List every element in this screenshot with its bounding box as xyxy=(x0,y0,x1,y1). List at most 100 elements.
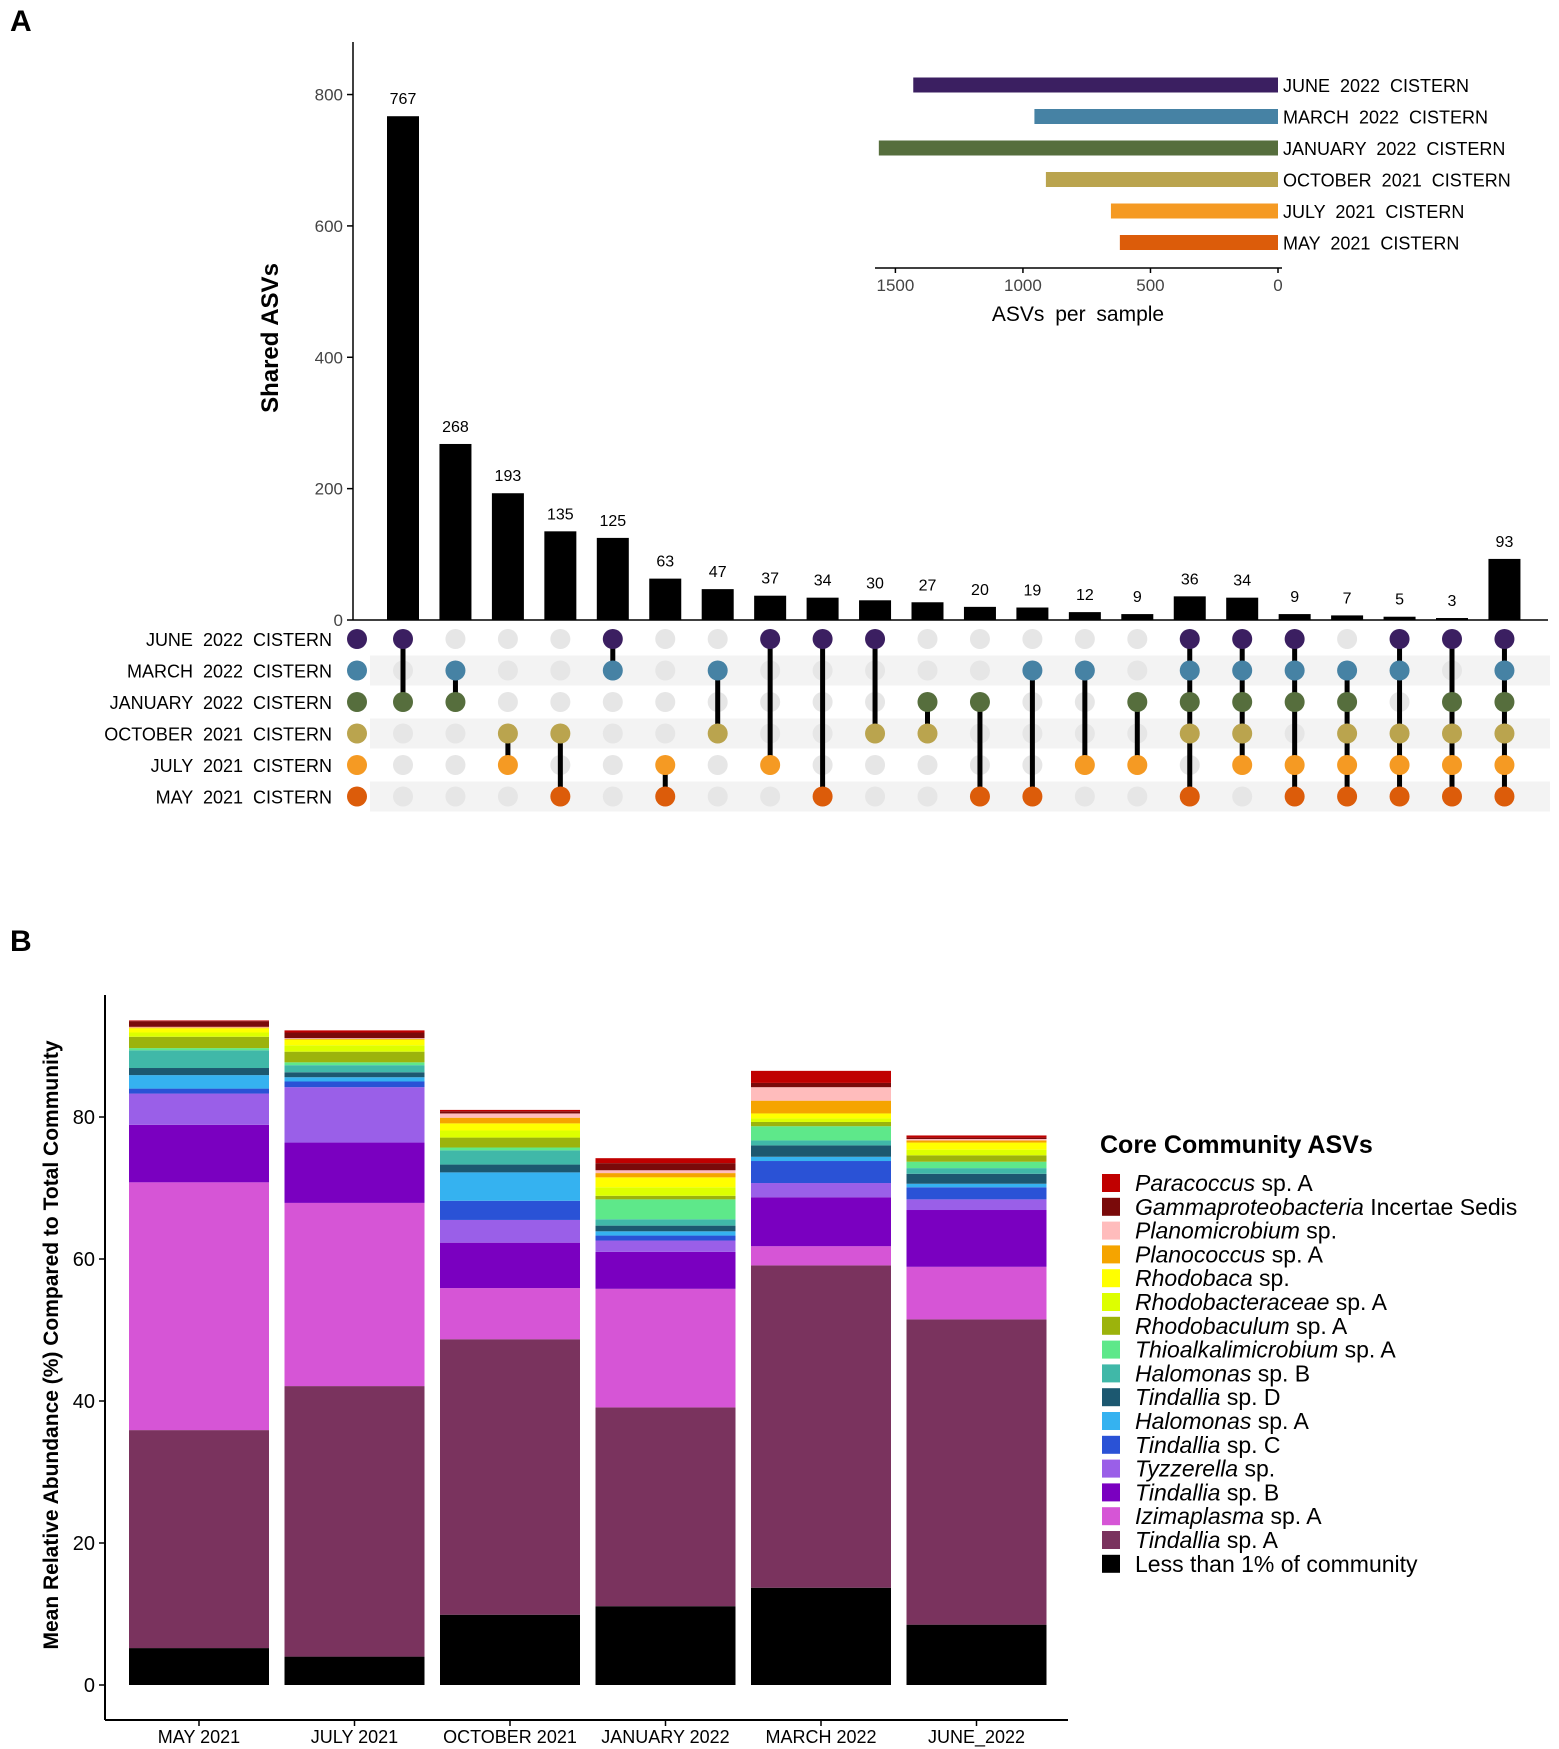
set-legend-dot-january-2022-cistern xyxy=(347,692,367,712)
matrix-dot-inactive-0-4 xyxy=(393,755,413,775)
stack-segment-october-2021-gammaproteobacteria-incertae-sedis xyxy=(440,1111,580,1114)
set-size-label-may-2021-cistern: MAY 2021 CISTERN xyxy=(1283,234,1459,254)
set-size-label-june-2022-cistern: JUNE 2022 CISTERN xyxy=(1283,76,1469,96)
stack-segment-may-2021-halomonas-sp-b xyxy=(129,1050,269,1069)
matrix-dot-active-21-january-2022-cistern xyxy=(1494,692,1515,712)
stack-segment-july-2021-halomonas-sp-a xyxy=(284,1077,425,1082)
matrix-dot-active-17-june-2022-cistern xyxy=(1284,629,1305,649)
set-size-label-july-2021-cistern: JULY 2021 CISTERN xyxy=(1283,202,1464,222)
set-size-bar-july-2021-cistern xyxy=(1110,203,1278,219)
legend-swatch-thioalkalimicrobium-sp-a xyxy=(1102,1340,1120,1359)
intersection-value-label-1: 268 xyxy=(442,419,469,436)
stack-segment-july-2021-less-than-1-of-community xyxy=(284,1656,425,1685)
stack-segment-october-2021-less-than-1-of-community xyxy=(440,1614,580,1685)
matrix-dot-active-19-may-2021-cistern xyxy=(1389,786,1410,807)
stack-segment-march-2022-tyzzerella-sp xyxy=(751,1183,891,1198)
stack-segment-june-2022-tindallia-sp-a xyxy=(906,1319,1047,1625)
set-size-x-tick-label-0: 0 xyxy=(1273,276,1282,295)
matrix-dot-inactive-14-1 xyxy=(1127,660,1148,681)
stack-segment-may-2021-rhodobaculum-sp-a xyxy=(129,1036,269,1049)
stack-segment-july-2021-tyzzerella-sp xyxy=(284,1087,425,1143)
stack-segment-may-2021-izimaplasma-sp-a xyxy=(129,1182,269,1431)
legend-title: Core Community ASVs xyxy=(1100,1131,1373,1159)
set-legend-dot-march-2022-cistern xyxy=(347,660,367,681)
legend-label-rhodobaca-sp: Rhodobaca sp. xyxy=(1135,1265,1290,1291)
matrix-stripe-march-2022-cistern xyxy=(370,655,1550,686)
stack-segment-june-2022-thioalkalimicrobium-sp-a xyxy=(906,1161,1047,1169)
stack-segment-march-2022-planomicrobium-sp xyxy=(751,1087,891,1101)
legend-label-rest-part: sp. A xyxy=(1251,1408,1309,1434)
intersection-bar-16 xyxy=(1226,597,1259,620)
stack-segment-march-2022-less-than-1-of-community xyxy=(751,1587,891,1685)
matrix-dot-active-15-june-2022-cistern xyxy=(1179,629,1200,649)
intersection-value-label-16: 34 xyxy=(1233,573,1251,590)
matrix-dot-active-1-march-2022-cistern xyxy=(445,660,466,681)
stack-segment-january-2022-planococcus-sp-a xyxy=(595,1173,736,1178)
matrix-dot-active-0-january-2022-cistern xyxy=(393,692,413,712)
stack-x-tick-label-may-2021: MAY 2021 xyxy=(158,1727,240,1747)
matrix-dot-inactive-6-4 xyxy=(707,755,728,775)
set-size-x-tick-label-1000: 1000 xyxy=(1004,276,1042,295)
stack-segment-october-2021-rhodobacteraceae-sp-a xyxy=(440,1130,580,1138)
matrix-dot-inactive-3-1 xyxy=(550,660,571,681)
intersection-value-label-10: 27 xyxy=(919,577,937,594)
stack-x-tick-label-july-2021: JULY 2021 xyxy=(311,1727,398,1747)
stack-segment-may-2021-tyzzerella-sp xyxy=(129,1093,269,1125)
upset-y-tick-label-200: 200 xyxy=(315,480,343,499)
stack-segment-january-2022-tindallia-sp-c xyxy=(595,1235,736,1241)
stack-segment-january-2022-tindallia-sp-d xyxy=(595,1225,736,1232)
legend-label-rest-part: sp. A xyxy=(1255,1170,1313,1196)
stack-segment-june-2022-rhodobaculum-sp-a xyxy=(906,1155,1047,1162)
legend-swatch-less-than-1-of-community xyxy=(1102,1554,1120,1573)
stack-segment-june-2022-rhodobaca-sp xyxy=(906,1142,1047,1150)
legend-label-paracoccus-sp-a: Paracoccus sp. A xyxy=(1135,1170,1313,1196)
set-legend-dot-july-2021-cistern xyxy=(347,755,367,775)
set-legend-dot-may-2021-cistern xyxy=(347,786,367,807)
intersection-bar-7 xyxy=(754,595,787,620)
intersection-value-label-5: 63 xyxy=(656,554,674,571)
matrix-dot-active-6-march-2022-cistern xyxy=(707,660,728,681)
set-label-may-2021-cistern: MAY 2021 CISTERN xyxy=(156,788,332,808)
set-size-bar-may-2021-cistern xyxy=(1119,235,1278,250)
stack-segment-june-2022-halomonas-sp-b xyxy=(906,1168,1047,1174)
stack-segment-june-2022-izimaplasma-sp-a xyxy=(906,1266,1047,1320)
legend-label-italic-part: Rhodobaca xyxy=(1135,1265,1253,1291)
matrix-dot-inactive-5-1 xyxy=(655,660,676,681)
matrix-dot-inactive-6-0 xyxy=(707,629,728,649)
stack-segment-march-2022-halomonas-sp-a xyxy=(751,1156,891,1162)
stack-segment-october-2021-halomonas-sp-b xyxy=(440,1150,580,1165)
legend-label-planococcus-sp-a: Planococcus sp. A xyxy=(1135,1241,1324,1267)
stack-segment-october-2021-thioalkalimicrobium-sp-a xyxy=(440,1147,580,1151)
stack-segment-march-2022-tindallia-sp-a xyxy=(751,1265,891,1588)
set-size-x-tick-label-500: 500 xyxy=(1136,276,1164,295)
matrix-dot-inactive-6-5 xyxy=(707,786,728,807)
stack-segment-march-2022-tindallia-sp-d xyxy=(751,1145,891,1157)
legend-label-italic-part: Tindallia xyxy=(1135,1479,1220,1505)
legend-swatch-tyzzerella-sp xyxy=(1102,1459,1120,1478)
set-legend-dot-june-2022-cistern xyxy=(347,629,367,649)
set-legend-dot-october-2021-cistern xyxy=(347,723,367,744)
intersection-bar-4 xyxy=(596,537,629,620)
stack-segment-march-2022-rhodobaca-sp xyxy=(751,1113,891,1119)
matrix-dot-active-20-may-2021-cistern xyxy=(1442,786,1462,807)
intersection-bar-13 xyxy=(1068,612,1101,620)
stack-segment-may-2021-rhodobaca-sp xyxy=(129,1028,269,1033)
stack-segment-may-2021-paracoccus-sp-a xyxy=(129,1020,269,1022)
stack-segment-july-2021-thioalkalimicrobium-sp-a xyxy=(284,1062,425,1066)
legend-label-italic-part: Halomonas xyxy=(1135,1408,1252,1434)
legend-swatch-tindallia-sp-c xyxy=(1102,1435,1120,1454)
matrix-dot-inactive-13-5 xyxy=(1074,786,1095,807)
stack-segment-may-2021-tindallia-sp-b xyxy=(129,1124,269,1183)
stack-x-tick-label-october-2021: OCTOBER 2021 xyxy=(443,1727,577,1747)
stack-y-tick-label-0: 0 xyxy=(84,1675,95,1697)
matrix-dot-active-17-january-2022-cistern xyxy=(1284,692,1305,712)
stack-segment-october-2021-tindallia-sp-c xyxy=(440,1200,580,1220)
legend-label-italic-part: Planococcus xyxy=(1135,1241,1266,1267)
legend-label-italic-part: Gammaproteobacteria xyxy=(1135,1194,1364,1220)
legend-label-italic-part: Thioalkalimicrobium xyxy=(1135,1337,1338,1363)
intersection-bar-21 xyxy=(1488,558,1521,620)
matrix-dot-active-19-july-2021-cistern xyxy=(1389,755,1410,775)
legend-swatch-tindallia-sp-b xyxy=(1102,1483,1120,1502)
matrix-dot-active-5-may-2021-cistern xyxy=(655,786,676,807)
